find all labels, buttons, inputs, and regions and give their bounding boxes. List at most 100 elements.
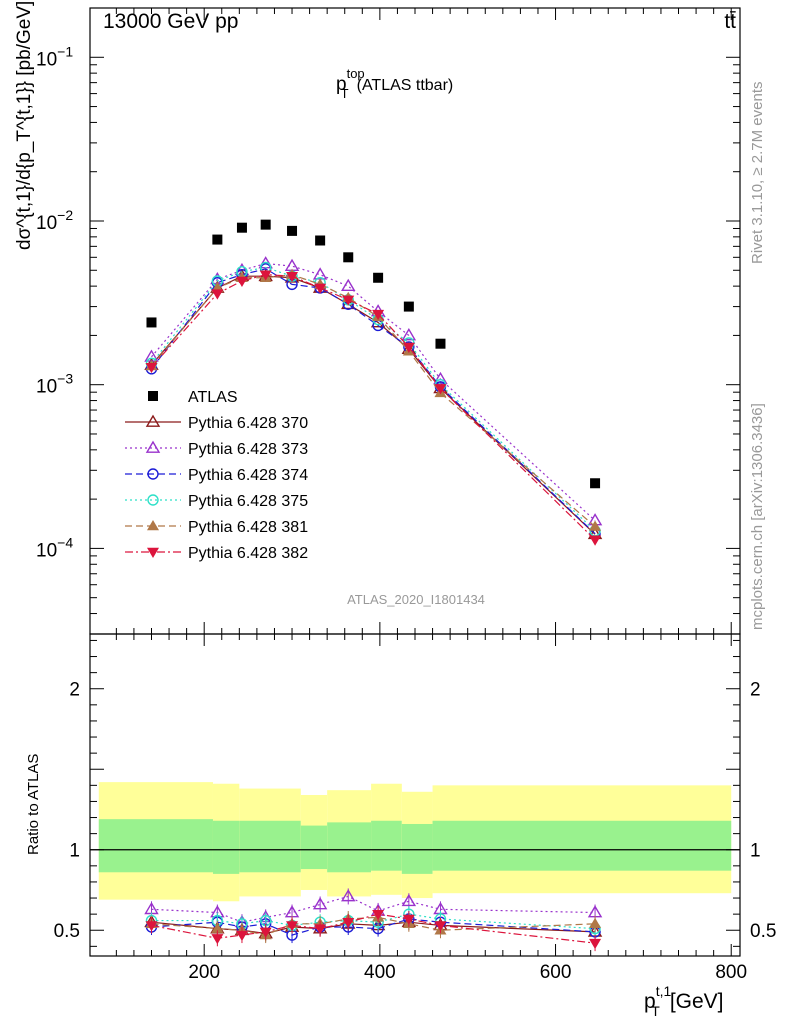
x-label-sup: t,1 (656, 983, 672, 999)
ratio-data-point (402, 914, 415, 925)
data-point (260, 219, 271, 230)
process-label: tt̄ (724, 10, 736, 33)
ratio-series-5 (145, 906, 602, 952)
uncertainty-band-inner (98, 819, 213, 873)
ratio-data-point (211, 934, 224, 945)
y-tick-label: 10−1 (36, 43, 73, 70)
ratio-y-tick-label: 0.5 (54, 921, 80, 942)
source-label: mcplots.cern.ch [arXiv:1306.3436] (749, 403, 766, 630)
data-point (146, 317, 157, 328)
y-axis-label: dσ^{t,1}/d{p_T^{t,1}} [pb/GeV] (14, 1, 35, 250)
uncertainty-band-inner (371, 820, 402, 871)
title-main: p (336, 74, 347, 95)
data-point (434, 384, 447, 395)
legend-label: Pythia 6.428 374 (188, 467, 308, 484)
legend-marker (147, 494, 159, 506)
uncertainty-band-inner (401, 823, 433, 874)
ratio-data-point (589, 938, 602, 950)
y-tick-label: 10−3 (36, 371, 73, 398)
data-point (590, 478, 601, 489)
ratio-y-tick-label: 1 (69, 841, 80, 862)
ratio-panel: Ratio to ATLAS pt,1 T [GeV] 200 400 600 8000.… (25, 633, 776, 1019)
uncertainty-band-inner (239, 820, 301, 873)
x-label-sub: T (651, 1003, 660, 1019)
data-point (341, 278, 356, 292)
data-point (145, 362, 158, 374)
data-point (343, 252, 354, 263)
data-point (235, 276, 248, 287)
uncertainty-band-inner (300, 825, 328, 870)
ratio-y-tick-label: 2 (750, 680, 761, 701)
data-point (286, 271, 299, 283)
title-sub: T (341, 86, 349, 101)
data-point (433, 371, 448, 385)
x-tick-label: 400 (364, 962, 396, 983)
data-point (373, 272, 384, 283)
series-line (151, 268, 596, 535)
series-line (151, 274, 596, 541)
legend-marker (148, 391, 158, 401)
legend-marker (147, 547, 159, 558)
ratio-y-tick-label: 1 (750, 841, 761, 862)
ratio-data-point (314, 924, 327, 935)
x-axis-label: pt,1 T [GeV] (644, 983, 724, 1019)
data-point (342, 295, 355, 306)
legend-marker (147, 520, 159, 531)
series-0 (146, 219, 601, 489)
ratio-data-point (372, 909, 385, 921)
ratio-data-point (401, 893, 417, 907)
analysis-id-label: ATLAS_2020_I1801434 (347, 592, 485, 607)
data-point (402, 342, 415, 353)
x-label-unit: [GeV] (670, 990, 724, 1013)
energy-label: 13000 GeV pp (103, 10, 238, 33)
legend-label: Pythia 6.428 375 (188, 493, 308, 510)
ratio-y-tick-label: 0.5 (750, 921, 776, 942)
ratio-data-point (235, 930, 248, 942)
y-tick-label: 10−2 (36, 207, 73, 234)
uncertainty-band-inner (432, 820, 732, 871)
ratio-series-line (151, 913, 596, 930)
title-sup: top (347, 66, 365, 81)
ratio-series-line (151, 918, 596, 936)
legend: ATLAS Pythia 6.428 370 Pythia 6.428 373 Pyt… (125, 389, 308, 562)
main-panel: ptop T (ATLAS ttbar) ATLAS_2020_I1801434 d… (14, 1, 741, 635)
data-point (435, 338, 446, 349)
x-tick-label: 200 (188, 962, 220, 983)
ratio-y-axis-label: Ratio to ATLAS (25, 754, 42, 855)
ratio-data-point (341, 889, 356, 902)
ratio-data-point (145, 921, 158, 932)
title-rest: (ATLAS ttbar) (357, 77, 454, 94)
ratio-data-point (434, 921, 447, 932)
legend-marker (147, 468, 159, 480)
uncertainty-band-inner (327, 822, 372, 873)
plot-title: ptop T (ATLAS ttbar) (336, 66, 453, 101)
rivet-version-label: Rivet 3.1.10, ≥ 2.7M events (749, 82, 766, 265)
ratio-data-point (312, 897, 328, 910)
data-point (589, 535, 602, 546)
ratio-data-point (211, 922, 224, 933)
data-point (314, 283, 327, 294)
ratio-data-point (259, 927, 272, 938)
data-point (403, 301, 414, 312)
data-point (315, 235, 326, 246)
legend-label: Pythia 6.428 370 (188, 415, 308, 432)
x-label-main: p (644, 990, 656, 1013)
ratio-y-tick-label: 2 (69, 680, 80, 701)
uncertainty-band-inner (212, 820, 240, 874)
ratio-data-point (589, 917, 602, 928)
series-6 (145, 270, 602, 546)
legend-label: Pythia 6.428 373 (188, 441, 308, 458)
legend-label: ATLAS (188, 389, 238, 406)
data-point (211, 289, 224, 300)
x-tick-label: 600 (540, 962, 572, 983)
legend-label: Pythia 6.428 381 (188, 519, 308, 536)
x-tick-label: 800 (715, 962, 747, 983)
legend-label: Pythia 6.428 382 (188, 545, 308, 562)
legend-marker (145, 414, 161, 427)
data-point (212, 234, 223, 245)
data-point (589, 520, 602, 531)
data-point (287, 225, 298, 236)
data-point (236, 222, 247, 233)
data-point (401, 328, 417, 341)
